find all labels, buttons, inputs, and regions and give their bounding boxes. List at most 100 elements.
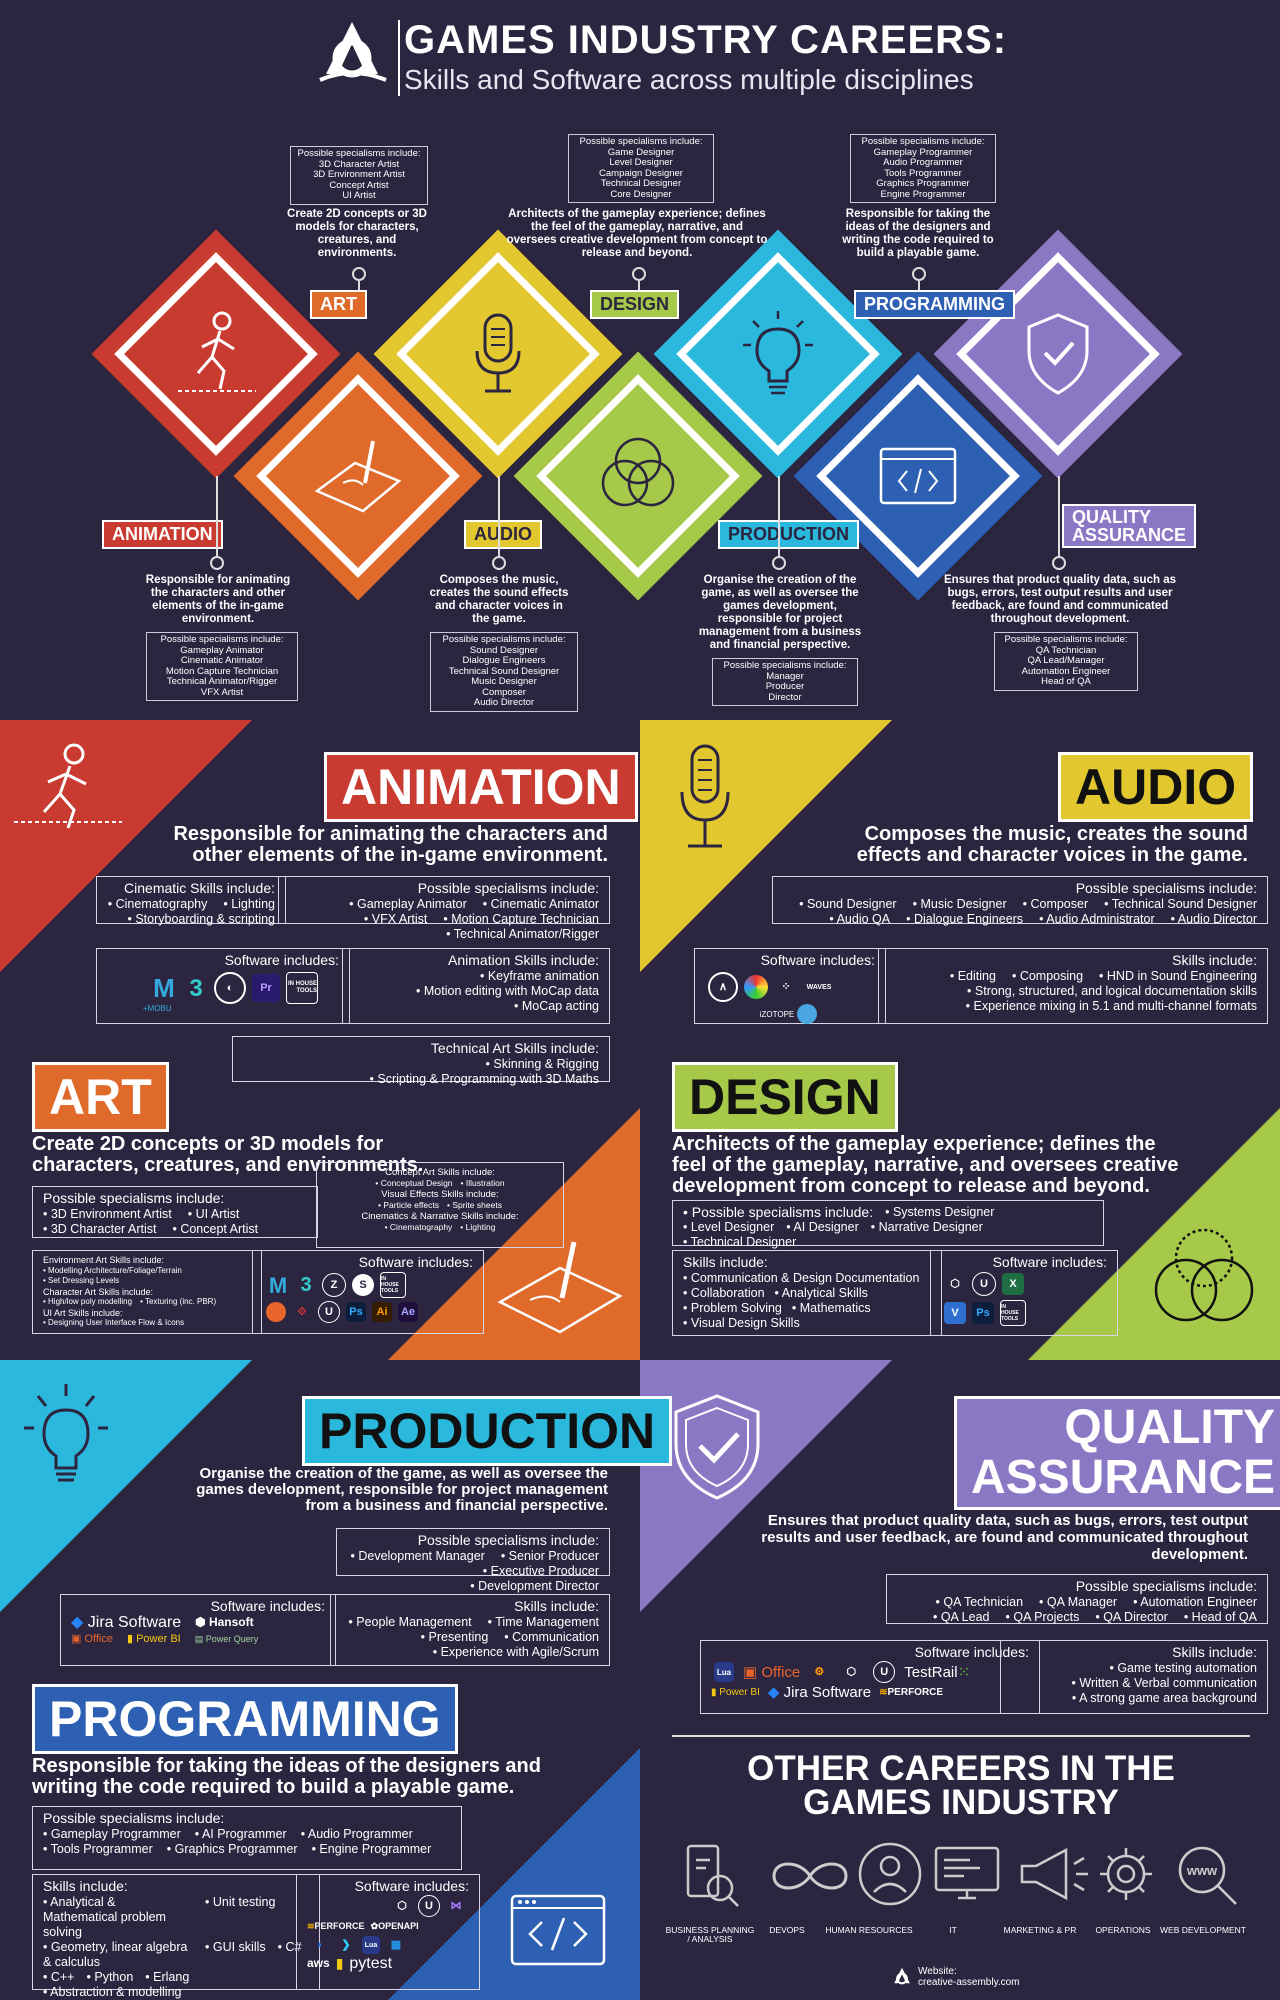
openapi-label: OPENAPI	[378, 1921, 419, 1931]
production-top-label: PRODUCTION	[718, 520, 859, 549]
art-concept-head: Concept Art Skills include:	[385, 1167, 495, 1178]
audio-top-spec: Composer	[482, 686, 526, 698]
visio-logo-icon: V	[944, 1302, 966, 1324]
animation-skill-item: Motion editing with MoCap data	[416, 984, 599, 999]
animation-cine-item: Lighting	[223, 897, 275, 912]
animation-skill-item: MoCap acting	[514, 999, 599, 1014]
design-specialisms-panel: Possible specialisms include: Systems De…	[672, 1200, 1104, 1249]
production-top-spec: Producer	[765, 681, 805, 692]
audio-spec-item: Sound Designer	[799, 897, 897, 912]
animation-spec-item: Cinematic Animator	[483, 897, 599, 912]
design-skills-panel: Skills include: Communication & Design D…	[672, 1250, 942, 1336]
design-skill-item: Mathematics	[792, 1301, 871, 1316]
unity-logo-icon: ⬡	[846, 1665, 857, 1678]
art-top-spec: Concept Artist	[329, 179, 389, 191]
production-skills-panel: Skills include: People Management Time M…	[330, 1594, 610, 1666]
jira-label: Jira Software	[87, 1614, 182, 1631]
programming-skill-item: Geometry, linear algebra & calculus	[43, 1940, 193, 1970]
art-ui-head: UI Art Skills include:	[43, 1307, 123, 1318]
production-top-desc: Organise the creation of the game, as we…	[698, 574, 862, 651]
animation-sw-head: Software includes:	[224, 952, 339, 968]
office-logo-icon: ▣ Office	[71, 1633, 113, 1645]
www-glyph: www	[1186, 1863, 1218, 1878]
programming-spec-head: Possible specialisms include:	[43, 1810, 225, 1826]
design-skill-item: Visual Design Skills	[683, 1316, 800, 1331]
unity-logo-icon: ⬡	[950, 1277, 960, 1290]
audio-connector	[498, 476, 500, 556]
qa-shield-check-icon	[674, 1394, 760, 1500]
animation-cine-item: Storyboarding & scripting	[127, 912, 275, 927]
visual-studio-logo-icon: ⋈	[450, 1899, 462, 1912]
art-top-label: ART	[310, 290, 367, 319]
perforce-label: PERFORCE	[314, 1921, 365, 1931]
audio-skill-item: Composing	[1012, 969, 1083, 984]
programming-skill-item: Unit testing	[205, 1895, 276, 1940]
animation-skill-item: Keyframe animation	[480, 969, 599, 984]
audio-spec-item: Technical Sound Designer	[1104, 897, 1257, 912]
animation-spec-item: Motion Capture Technician	[443, 912, 599, 927]
audio-top-label: AUDIO	[464, 520, 542, 549]
programming-top-spec: Gameplay Programmer	[873, 146, 973, 158]
animation-connector-dot	[210, 556, 224, 570]
design-skill-item: Problem Solving	[683, 1301, 782, 1316]
animation-top-spec: Motion Capture Technician	[165, 665, 279, 677]
art-vfx-head: Visual Effects Skills include:	[381, 1189, 499, 1200]
art-cine-item: Lighting	[460, 1222, 496, 1233]
design-top-spec: Campaign Designer	[599, 167, 683, 179]
audio-skill-item: Experience mixing in 5.1 and multi-chann…	[966, 999, 1257, 1014]
fmod-logo-icon	[797, 1004, 818, 1024]
design-lead: Architects of the gameplay experience; d…	[672, 1133, 1179, 1197]
art-sw-head: Software includes:	[358, 1254, 473, 1270]
page-subtitle: Skills and Software across multiple disc…	[404, 64, 974, 95]
qa-top-spec: QA Technician	[1035, 644, 1097, 656]
zbrush-logo-icon: Z	[322, 1273, 346, 1297]
power-bi-logo-icon: ▮ Power BI	[711, 1687, 760, 1698]
programming-skill-item: Erlang	[145, 1970, 189, 1985]
animation-top-spec: Cinematic Animator	[180, 655, 264, 666]
other-careers-title: OTHER CAREERS IN THE GAMES INDUSTRY	[672, 1751, 1250, 1820]
lua-logo-icon: Lua	[362, 1936, 380, 1954]
design-triangle	[1028, 1108, 1280, 1360]
production-top-specialisms: Possible specialisms include: Manager Pr…	[712, 658, 858, 706]
art-env-item: Set Dressing Levels	[43, 1276, 119, 1287]
art-top-spec-head: Possible specialisms include:	[297, 148, 421, 159]
animation-tech-head: Technical Art Skills include:	[430, 1040, 599, 1056]
animation-cine-item: Cinematography	[108, 897, 208, 912]
art-lead: Create 2D concepts or 3D models for char…	[32, 1133, 424, 1176]
other-career-label: BUSINESS PLANNING / ANALYSIS	[665, 1925, 755, 1944]
vs-code-logo-icon: ◗	[316, 1938, 324, 1951]
animation-top-spec-head: Possible specialisms include:	[160, 634, 284, 645]
website-link[interactable]: creative-assembly.com	[918, 1977, 1020, 1988]
audio-spec-item: Audio Administrator	[1039, 912, 1154, 927]
design-spec-item: Narrative Designer	[871, 1220, 983, 1235]
other-career-label: IT	[949, 1925, 957, 1935]
audio-top-spec: Sound Designer	[469, 644, 539, 656]
reaper-logo-icon	[744, 975, 768, 999]
programming-top-spec: Tools Programmer	[884, 167, 962, 179]
programming-skills-panel: Skills include: Analytical & Mathematica…	[32, 1874, 320, 1999]
programming-skill-item: GUI skills	[205, 1940, 266, 1970]
after-effects-logo-icon: Ae	[398, 1302, 418, 1322]
art-spec-item: UI Artist	[188, 1207, 240, 1222]
animation-software-panel: Software includes: M 3 ◐ Pr IN HOUSE TOO…	[96, 948, 350, 1024]
programming-skill-item: Abstraction & modelling	[43, 1985, 181, 2000]
business-analysis-icon	[686, 1844, 739, 1907]
gear-logo-icon: ⚙	[814, 1665, 825, 1678]
website-footer: Website: creative-assembly.com	[918, 1966, 1020, 1988]
human-resources-person-icon	[858, 1842, 922, 1906]
3ds-max-logo-icon: 3	[189, 974, 203, 1002]
animation-top-spec: Gameplay Animator	[180, 644, 264, 656]
audio-skills-panel: Skills include: Editing Composing HND in…	[878, 948, 1268, 1024]
aws-label: aws	[307, 1956, 330, 1970]
art-connector-dot	[352, 267, 366, 281]
avid-logo-icon: ∧	[708, 972, 738, 1002]
production-lead: Organise the creation of the game, as we…	[196, 1465, 608, 1514]
qa-top-spec: QA Lead/Manager	[1027, 655, 1105, 666]
waves-logo-icon: WAVES	[806, 983, 832, 991]
design-top-spec: Technical Designer	[600, 178, 682, 189]
art-spec-item: 3D Environment Artist	[43, 1207, 172, 1222]
art-triangle	[388, 1108, 640, 1360]
programming-top-desc: Responsible for taking the ideas of the …	[842, 208, 994, 259]
footer-logo-icon	[894, 1967, 910, 1985]
power-bi-label: Power BI	[719, 1687, 760, 1698]
